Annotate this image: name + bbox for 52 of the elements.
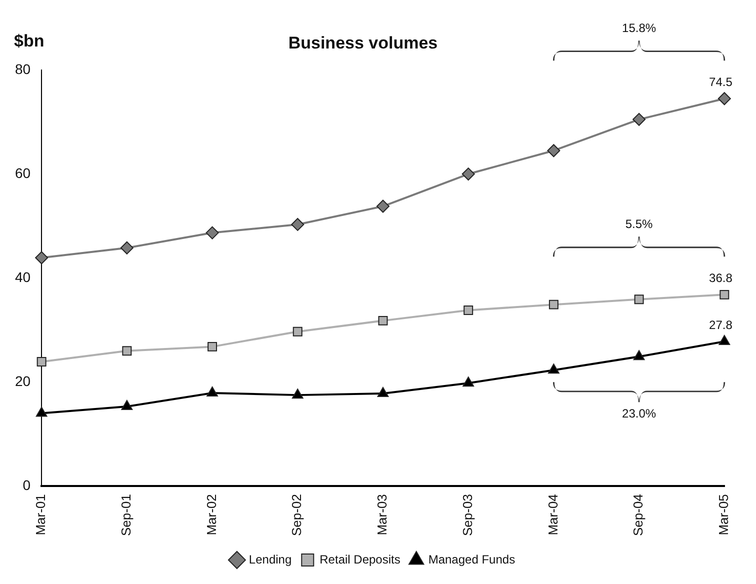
x-tick-label: Sep-02: [289, 494, 304, 536]
point: [464, 306, 474, 316]
x-tick-label: Mar-03: [374, 494, 390, 536]
text: 15.8%: [622, 20, 656, 35]
legend-label: Managed Funds: [428, 552, 516, 566]
data-label: 74.5: [709, 74, 733, 89]
x-tick-label: Sep-01: [118, 494, 134, 536]
point: [548, 364, 560, 374]
y-tick-label: 0: [22, 476, 31, 493]
point: [35, 251, 48, 264]
point: [633, 350, 645, 360]
point: [634, 294, 644, 304]
point: [462, 168, 475, 181]
point: [720, 290, 730, 300]
point: [36, 406, 48, 417]
point: [292, 326, 302, 336]
data-label: 36.8: [709, 270, 733, 285]
annotation: 5.5%: [625, 216, 654, 231]
data-label: 27.8: [709, 318, 733, 332]
point: [718, 92, 731, 106]
point: [377, 387, 389, 398]
y-tick-label: 20: [14, 372, 31, 389]
point: [206, 226, 219, 240]
x-tick-label: Mar-04: [545, 494, 560, 536]
point: [292, 388, 304, 399]
point: [122, 346, 132, 356]
point: [632, 112, 646, 126]
y-tick-label: 40: [14, 268, 31, 285]
point: [462, 376, 474, 387]
point: [378, 316, 388, 326]
point: [548, 300, 558, 310]
chart-title: Business volumes: [288, 34, 438, 53]
x-tick-label: Mar-02: [204, 494, 219, 536]
y-tick-label: 80: [14, 60, 31, 77]
annotation: 23.0%: [622, 406, 656, 420]
point: [291, 218, 304, 231]
x-tick-label: Mar-05: [716, 494, 731, 536]
y-tick-label: 60: [14, 164, 31, 181]
x-tick-label: Mar-01: [33, 494, 48, 536]
point: [547, 144, 560, 158]
x-tick-label: Sep-03: [460, 494, 475, 536]
point: [121, 400, 133, 410]
point: [376, 200, 390, 213]
legend-label: Lending: [248, 552, 292, 566]
point: [208, 342, 218, 352]
point: [120, 241, 134, 254]
y-axis-title: $bn: [14, 32, 44, 51]
point: [206, 386, 218, 396]
legend-label: Retail Deposits: [320, 552, 400, 566]
point: [36, 357, 46, 367]
x-tick-label: Sep-04: [630, 494, 646, 536]
point: [718, 334, 730, 345]
